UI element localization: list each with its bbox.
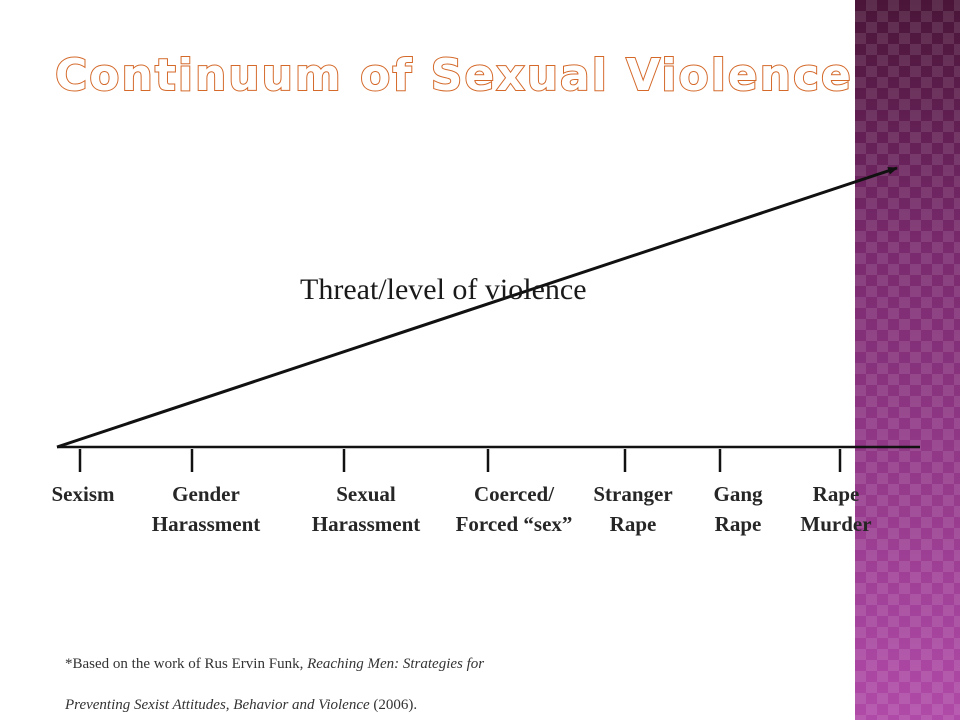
stage-label-5: Stranger Rape: [553, 479, 713, 539]
arrow-label: Threat/level of violence: [300, 273, 587, 306]
stage-label-1: Sexism: [3, 479, 163, 509]
slide-title: Continuum of Sexual Violence: [54, 49, 853, 102]
stage-label-line2: Harassment: [311, 512, 421, 536]
stage-label-line2: Rape: [609, 512, 657, 536]
stage-label-line1: Rape: [812, 482, 860, 506]
escalation-arrow: [56, 166, 898, 449]
stage-label-line1: Sexual: [336, 482, 396, 506]
decorative-side-band: [855, 0, 960, 720]
stage-label-line2: Rape: [714, 512, 762, 536]
footnote-prefix: *Based on the work of Rus Ervin Funk,: [65, 656, 308, 672]
stage-label-line1: Gang: [713, 482, 763, 506]
stage-label-line1: Coerced/: [473, 482, 555, 506]
stage-label-3: Sexual Harassment: [286, 479, 446, 539]
stage-label-line2: Forced “sex”: [455, 512, 573, 536]
stage-label-line2: Murder: [800, 512, 872, 536]
footnote-suffix: (2006).: [369, 697, 418, 713]
stage-label-line1: Stranger: [593, 482, 673, 506]
stage-label-line1: Sexism: [51, 482, 115, 506]
footnote-line-2: Preventing Sexist Attitudes, Behavior an…: [65, 697, 417, 714]
stage-label-line1: Gender: [172, 482, 240, 506]
stage-label-line2: Harassment: [151, 512, 261, 536]
stage-label-4: Coerced/Forced “sex”: [434, 479, 594, 539]
stage-label-6: Gang Rape: [658, 479, 818, 539]
stage-label-2: Gender Harassment: [126, 479, 286, 539]
footnote-book-title-2: Preventing Sexist Attitudes, Behavior an…: [65, 697, 370, 713]
stage-label-7: Rape Murder: [756, 479, 916, 539]
footnote-line-1: *Based on the work of Rus Ervin Funk, Re…: [65, 656, 484, 673]
footnote-book-title-1: Reaching Men: Strategies for: [307, 656, 485, 672]
